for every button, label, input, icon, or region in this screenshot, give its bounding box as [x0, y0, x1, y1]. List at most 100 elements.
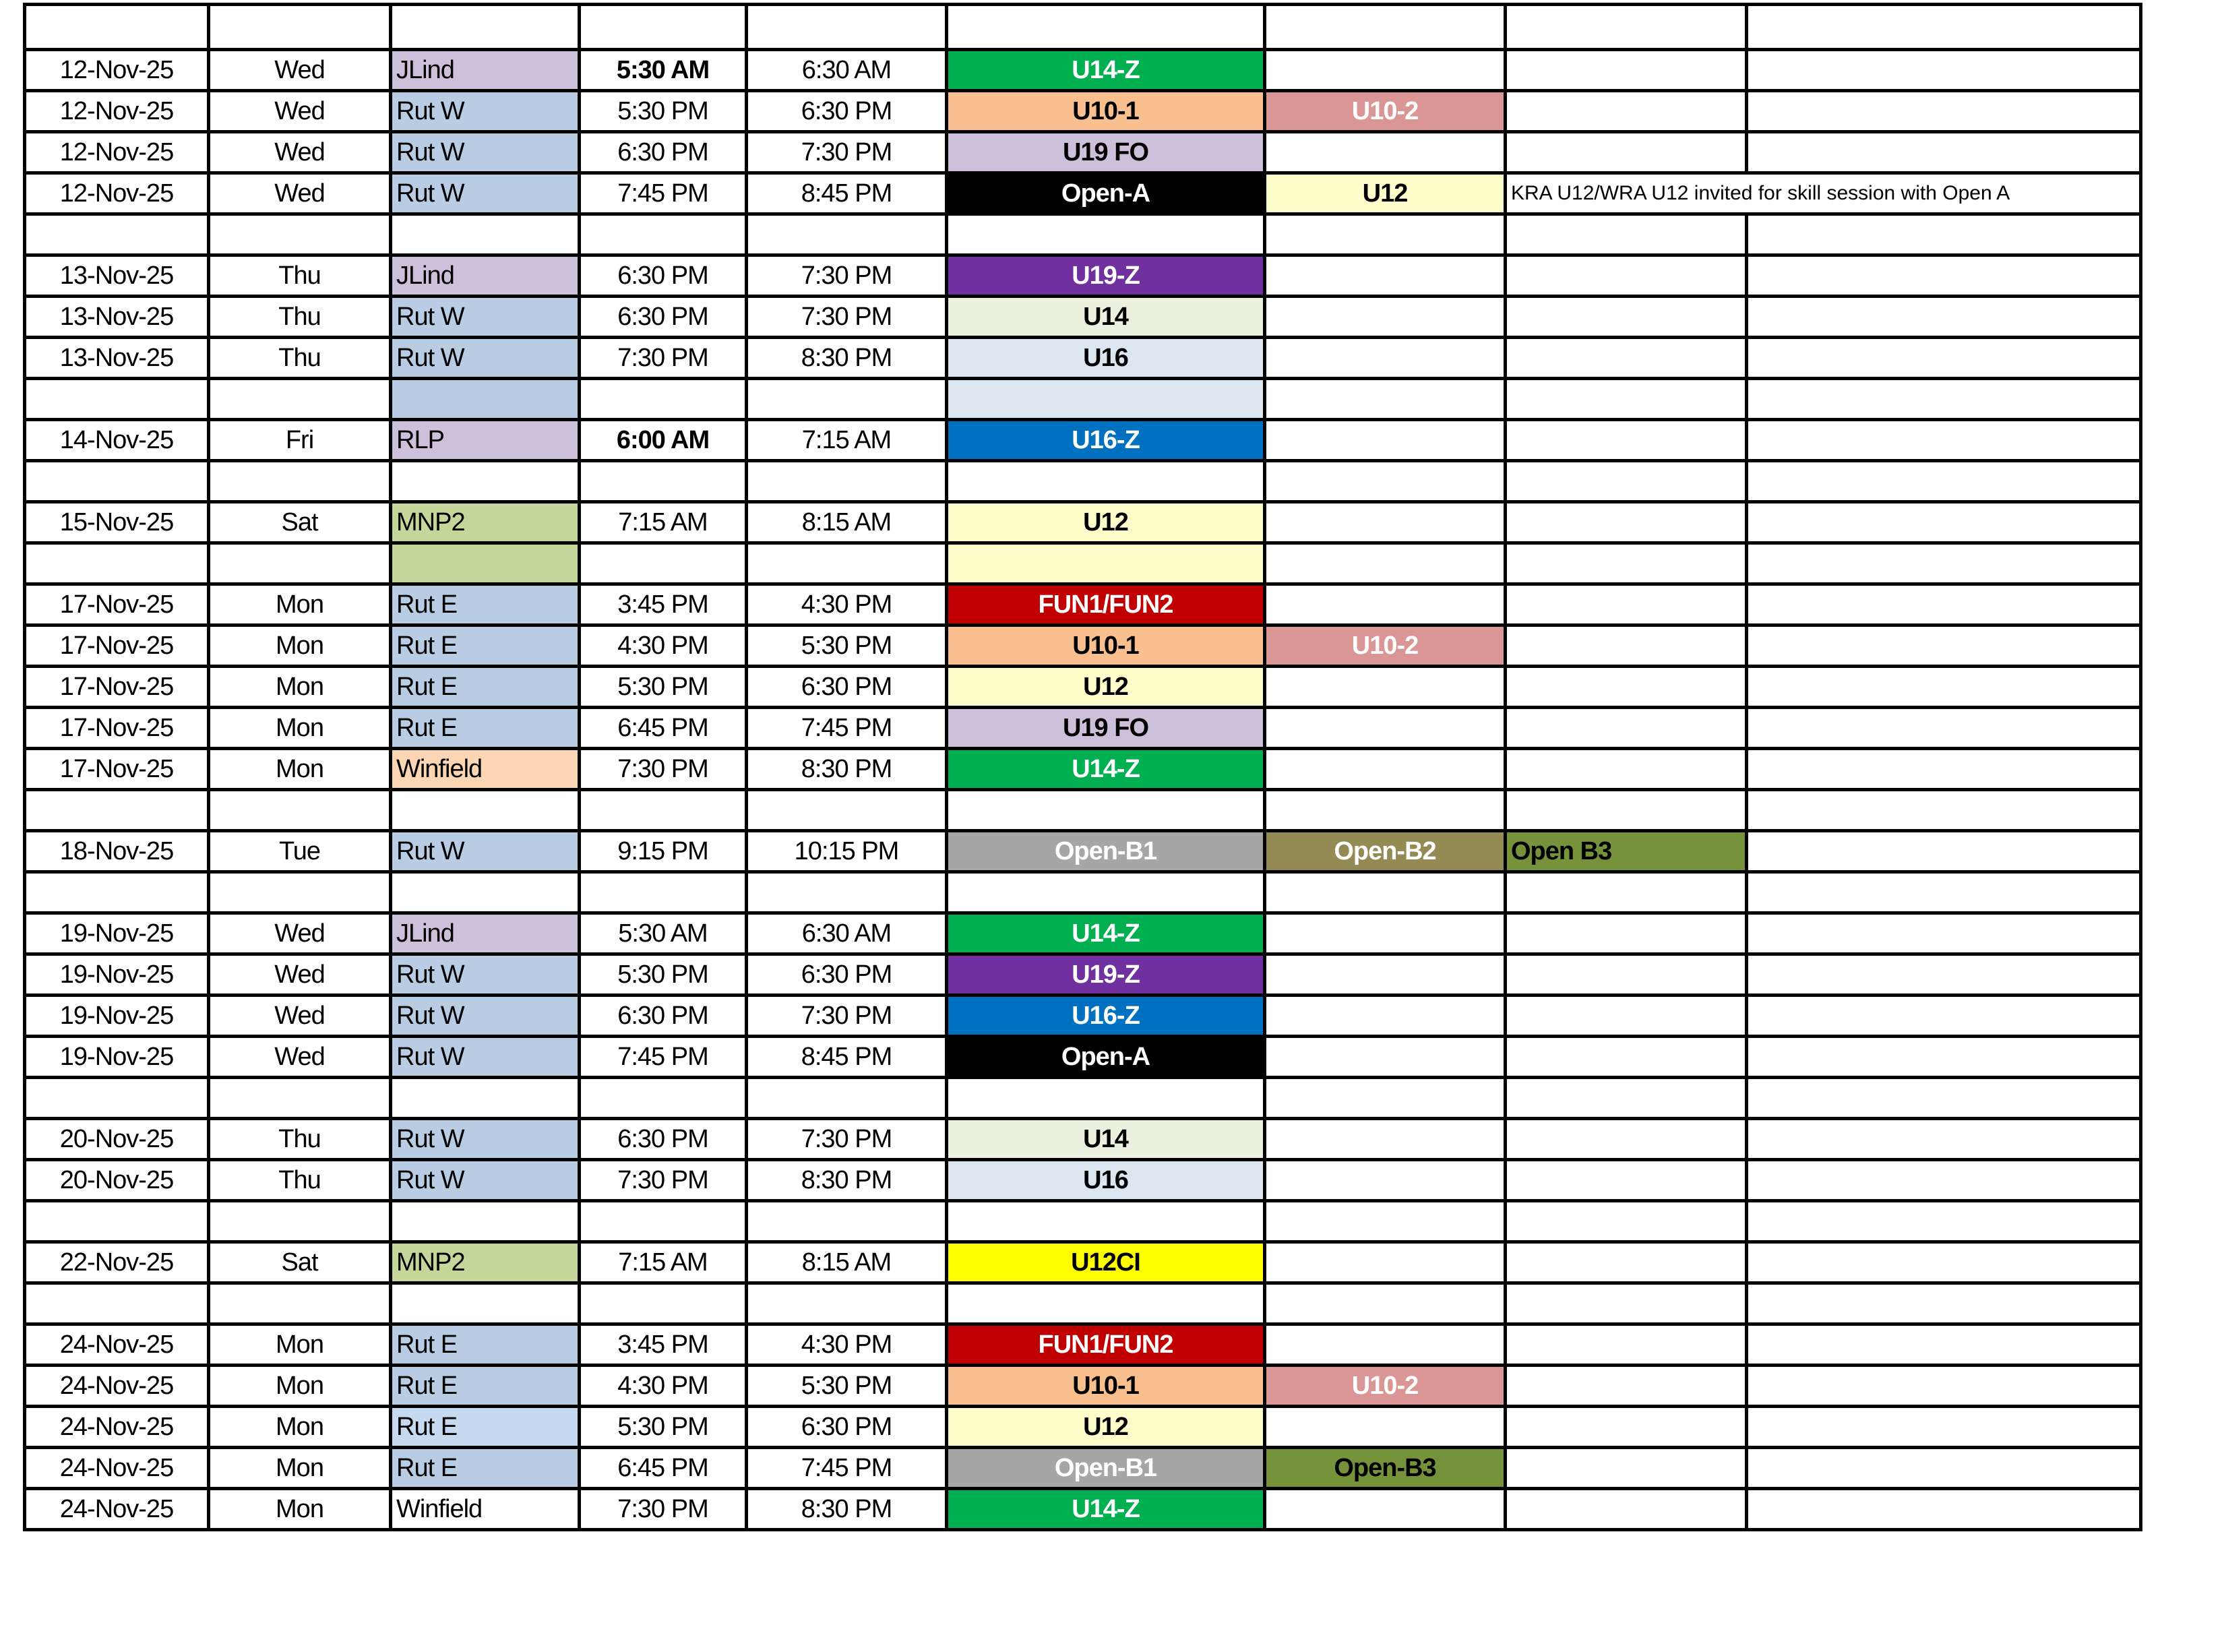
header-cell[interactable]	[1504, 3, 1748, 51]
team-cell-1[interactable]: U14-Z	[945, 1487, 1266, 1531]
note-cell[interactable]: KRA U12/WRA U12 invited for skill sessio…	[1504, 171, 2142, 216]
day-cell[interactable]: Thu	[207, 295, 392, 339]
team-cell-1[interactable]	[945, 870, 1266, 915]
location-cell[interactable]	[389, 1199, 581, 1244]
extra-cell[interactable]	[1745, 1487, 2142, 1531]
extra-cell[interactable]	[1745, 418, 2142, 462]
team-cell-2[interactable]	[1263, 1405, 1507, 1449]
date-cell[interactable]: 19-Nov-25	[23, 911, 210, 956]
day-cell[interactable]: Mon	[207, 623, 392, 668]
end-time-cell[interactable]: 7:45 PM	[745, 1446, 948, 1490]
extra-cell[interactable]	[1745, 1076, 2142, 1120]
day-cell[interactable]: Mon	[207, 1446, 392, 1490]
extra-cell[interactable]	[1745, 1281, 2142, 1326]
day-cell[interactable]: Mon	[207, 1364, 392, 1408]
start-time-cell[interactable]: 3:45 PM	[578, 582, 748, 627]
start-time-cell[interactable]: 7:30 PM	[578, 1158, 748, 1202]
start-time-cell[interactable]	[578, 541, 748, 586]
start-time-cell[interactable]: 7:30 PM	[578, 1487, 748, 1531]
team-cell-3[interactable]	[1504, 1240, 1748, 1285]
start-time-cell[interactable]	[578, 1076, 748, 1120]
day-cell[interactable]: Sat	[207, 1240, 392, 1285]
location-cell[interactable]: MNP2	[389, 500, 581, 545]
team-cell-2[interactable]	[1263, 911, 1507, 956]
location-cell[interactable]	[389, 459, 581, 503]
team-cell-1[interactable]	[945, 1281, 1266, 1326]
end-time-cell[interactable]	[745, 212, 948, 257]
date-cell[interactable]: 17-Nov-25	[23, 582, 210, 627]
extra-cell[interactable]	[1745, 747, 2142, 791]
team-cell-1[interactable]	[945, 377, 1266, 421]
start-time-cell[interactable]: 7:30 PM	[578, 336, 748, 380]
end-time-cell[interactable]	[745, 459, 948, 503]
team-cell-3[interactable]	[1504, 500, 1748, 545]
team-cell-3[interactable]	[1504, 89, 1748, 133]
team-cell-3[interactable]	[1504, 1076, 1748, 1120]
location-cell[interactable]: Rut W	[389, 171, 581, 216]
extra-cell[interactable]	[1745, 1117, 2142, 1161]
extra-cell[interactable]	[1745, 377, 2142, 421]
day-cell[interactable]: Thu	[207, 253, 392, 298]
end-time-cell[interactable]: 4:30 PM	[745, 1322, 948, 1367]
header-cell[interactable]	[207, 3, 392, 51]
start-time-cell[interactable]: 5:30 PM	[578, 89, 748, 133]
team-cell-3[interactable]	[1504, 1364, 1748, 1408]
team-cell-3[interactable]	[1504, 418, 1748, 462]
day-cell[interactable]	[207, 870, 392, 915]
date-cell[interactable]: 14-Nov-25	[23, 418, 210, 462]
start-time-cell[interactable]: 6:30 PM	[578, 253, 748, 298]
team-cell-1[interactable]: U14-Z	[945, 48, 1266, 92]
end-time-cell[interactable]	[745, 1281, 948, 1326]
team-cell-3[interactable]	[1504, 1446, 1748, 1490]
day-cell[interactable]	[207, 212, 392, 257]
end-time-cell[interactable]: 7:30 PM	[745, 295, 948, 339]
extra-cell[interactable]	[1745, 1446, 2142, 1490]
team-cell-2[interactable]: U12	[1263, 171, 1507, 216]
start-time-cell[interactable]: 7:15 AM	[578, 1240, 748, 1285]
team-cell-2[interactable]	[1263, 459, 1507, 503]
start-time-cell[interactable]: 6:30 PM	[578, 993, 748, 1038]
end-time-cell[interactable]: 8:30 PM	[745, 1487, 948, 1531]
day-cell[interactable]	[207, 788, 392, 832]
date-cell[interactable]	[23, 377, 210, 421]
end-time-cell[interactable]: 8:30 PM	[745, 1158, 948, 1202]
date-cell[interactable]: 24-Nov-25	[23, 1405, 210, 1449]
date-cell[interactable]: 17-Nov-25	[23, 747, 210, 791]
team-cell-1[interactable]: U16-Z	[945, 418, 1266, 462]
location-cell[interactable]	[389, 541, 581, 586]
team-cell-1[interactable]: Open-B1	[945, 1446, 1266, 1490]
location-cell[interactable]: Rut E	[389, 1364, 581, 1408]
start-time-cell[interactable]: 6:30 PM	[578, 1117, 748, 1161]
date-cell[interactable]: 15-Nov-25	[23, 500, 210, 545]
date-cell[interactable]: 24-Nov-25	[23, 1364, 210, 1408]
team-cell-2[interactable]: U10-2	[1263, 623, 1507, 668]
day-cell[interactable]: Wed	[207, 48, 392, 92]
team-cell-1[interactable]	[945, 459, 1266, 503]
team-cell-2[interactable]	[1263, 500, 1507, 545]
date-cell[interactable]: 13-Nov-25	[23, 336, 210, 380]
end-time-cell[interactable]: 8:15 AM	[745, 1240, 948, 1285]
start-time-cell[interactable]	[578, 212, 748, 257]
location-cell[interactable]: JLind	[389, 911, 581, 956]
location-cell[interactable]: Rut E	[389, 1322, 581, 1367]
start-time-cell[interactable]: 7:45 PM	[578, 1035, 748, 1079]
end-time-cell[interactable]	[745, 1199, 948, 1244]
day-cell[interactable]: Fri	[207, 418, 392, 462]
day-cell[interactable]: Mon	[207, 1487, 392, 1531]
team-cell-3[interactable]	[1504, 1199, 1748, 1244]
start-time-cell[interactable]: 3:45 PM	[578, 1322, 748, 1367]
date-cell[interactable]	[23, 870, 210, 915]
end-time-cell[interactable]: 8:45 PM	[745, 1035, 948, 1079]
extra-cell[interactable]	[1745, 1035, 2142, 1079]
day-cell[interactable]: Thu	[207, 1117, 392, 1161]
end-time-cell[interactable]: 10:15 PM	[745, 829, 948, 874]
day-cell[interactable]	[207, 541, 392, 586]
team-cell-3[interactable]	[1504, 1322, 1748, 1367]
location-cell[interactable]	[389, 212, 581, 257]
day-cell[interactable]	[207, 1076, 392, 1120]
team-cell-3[interactable]	[1504, 48, 1748, 92]
extra-cell[interactable]	[1745, 623, 2142, 668]
team-cell-2[interactable]	[1263, 952, 1507, 997]
extra-cell[interactable]	[1745, 952, 2142, 997]
end-time-cell[interactable]	[745, 1076, 948, 1120]
